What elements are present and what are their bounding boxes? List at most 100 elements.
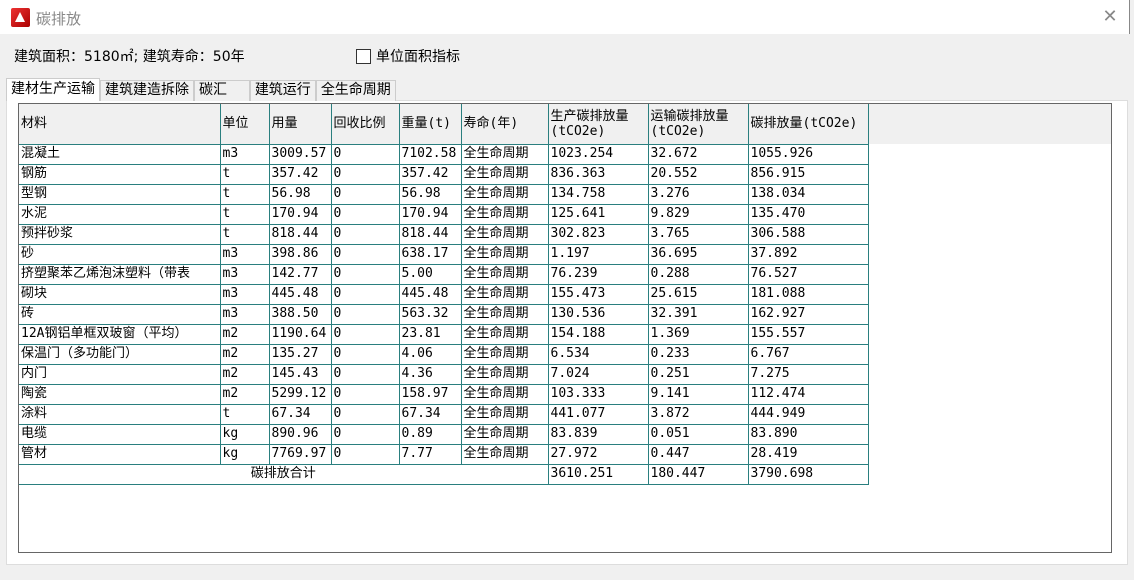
table-cell[interactable]: 保温门（多功能门） (19, 343, 221, 365)
table-cell[interactable]: m2 (219, 383, 270, 405)
table-cell[interactable]: 全生命周期 (460, 323, 549, 345)
table-cell[interactable]: 全生命周期 (460, 383, 549, 405)
table-cell[interactable]: 27.972 (547, 443, 649, 465)
table-cell[interactable]: 856.915 (747, 163, 869, 185)
table-cell[interactable]: 181.088 (747, 283, 869, 305)
table-row[interactable]: 12A钢铝单框双玻窗（平均） m2 1190.64 0 23.81 全生命周期 154.18… (19, 323, 869, 345)
table-cell[interactable]: 0 (330, 163, 400, 185)
table-cell[interactable]: 25.615 (647, 283, 749, 305)
table-cell[interactable]: 0 (330, 383, 400, 405)
table-cell[interactable]: m2 (219, 363, 270, 385)
table-cell[interactable]: m2 (219, 323, 270, 345)
table-cell[interactable]: 112.474 (747, 383, 869, 405)
table-cell[interactable]: 155.557 (747, 323, 869, 345)
checkbox-box[interactable] (356, 48, 371, 64)
table-cell[interactable]: 电缆 (19, 423, 221, 445)
table-cell[interactable]: 混凝土 (19, 143, 221, 165)
table-cell[interactable]: 0.233 (647, 343, 749, 365)
table-row[interactable]: 陶瓷 m2 5299.12 0 158.97 全生命周期 103.333 9.141 112.4… (19, 383, 869, 405)
table-cell[interactable]: 全生命周期 (460, 303, 549, 325)
table-cell[interactable]: 0 (330, 303, 400, 325)
table-cell[interactable]: m3 (219, 283, 270, 305)
table-cell[interactable]: 445.48 (268, 283, 332, 305)
table-cell[interactable]: 3.872 (647, 403, 749, 425)
table-cell[interactable]: 23.81 (398, 323, 462, 345)
table-cell[interactable]: 挤塑聚苯乙烯泡沫塑料（带表 (19, 263, 221, 285)
table-cell[interactable]: 444.949 (747, 403, 869, 425)
table-cell[interactable]: t (219, 163, 270, 185)
table-cell[interactable]: 0 (330, 243, 400, 265)
table-cell[interactable]: 全生命周期 (460, 343, 549, 365)
table-cell[interactable]: 135.470 (747, 203, 869, 225)
table-cell[interactable]: 管材 (19, 443, 221, 465)
table-cell[interactable]: 砌块 (19, 283, 221, 305)
table-row[interactable]: 混凝土 m3 3009.57 0 7102.58 全生命周期 1023.254 32.672 1… (19, 143, 869, 165)
table-cell[interactable]: 76.527 (747, 263, 869, 285)
table-cell[interactable]: 1023.254 (547, 143, 649, 165)
tab-1[interactable]: 建筑建造拆除 (100, 80, 194, 101)
table-cell[interactable]: 5.00 (398, 263, 462, 285)
table-cell[interactable]: 0 (330, 143, 400, 165)
table-cell[interactable]: 7102.58 (398, 143, 462, 165)
table-cell[interactable]: 全生命周期 (460, 443, 549, 465)
table-row[interactable]: 水泥 t 170.94 0 170.94 全生命周期 125.641 9.829 135.470 (19, 203, 869, 225)
table-cell[interactable]: 83.839 (547, 423, 649, 445)
table-cell[interactable]: 陶瓷 (19, 383, 221, 405)
table-cell[interactable]: 1055.926 (747, 143, 869, 165)
table-cell[interactable]: 0 (330, 223, 400, 245)
column-header[interactable]: 材料 (19, 104, 221, 145)
table-cell[interactable]: 890.96 (268, 423, 332, 445)
table-cell[interactable]: 全生命周期 (460, 143, 549, 165)
table-cell[interactable]: m3 (219, 243, 270, 265)
table-cell[interactable]: t (219, 403, 270, 425)
table-cell[interactable]: 32.391 (647, 303, 749, 325)
table-row[interactable]: 砖 m3 388.50 0 563.32 全生命周期 130.536 32.391 162.92… (19, 303, 869, 325)
table-cell[interactable]: 12A钢铝单框双玻窗（平均） (19, 323, 221, 345)
table-cell[interactable]: 20.552 (647, 163, 749, 185)
table-cell[interactable]: 145.43 (268, 363, 332, 385)
table-cell[interactable]: 1.197 (547, 243, 649, 265)
table-cell[interactable]: 135.27 (268, 343, 332, 365)
table-cell[interactable]: 6.534 (547, 343, 649, 365)
table-cell[interactable]: m3 (219, 263, 270, 285)
table-cell[interactable]: kg (219, 443, 270, 465)
table-cell[interactable]: 1.369 (647, 323, 749, 345)
table-cell[interactable]: 钢筋 (19, 163, 221, 185)
table-cell[interactable]: t (219, 223, 270, 245)
table-cell[interactable]: 357.42 (268, 163, 332, 185)
table-cell[interactable]: 162.927 (747, 303, 869, 325)
table-cell[interactable]: 全生命周期 (460, 263, 549, 285)
tab-0[interactable]: 建材生产运输 (6, 78, 100, 101)
table-cell[interactable]: 0 (330, 283, 400, 305)
table-cell[interactable]: 0 (330, 263, 400, 285)
table-cell[interactable]: 全生命周期 (460, 163, 549, 185)
table-cell[interactable]: 170.94 (398, 203, 462, 225)
table-cell[interactable]: 4.36 (398, 363, 462, 385)
table-cell[interactable]: 砂 (19, 243, 221, 265)
table-cell[interactable]: m3 (219, 143, 270, 165)
table-cell[interactable]: 内门 (19, 363, 221, 385)
table-cell[interactable]: 36.695 (647, 243, 749, 265)
tab-2[interactable]: 碳汇 (194, 80, 250, 101)
table-cell[interactable]: 563.32 (398, 303, 462, 325)
table-cell[interactable]: 445.48 (398, 283, 462, 305)
table-cell[interactable]: 398.86 (268, 243, 332, 265)
table-row[interactable]: 钢筋 t 357.42 0 357.42 全生命周期 836.363 20.552 856.91… (19, 163, 869, 185)
column-header[interactable]: 单位 (219, 104, 270, 145)
table-row[interactable]: 预拌砂浆 t 818.44 0 818.44 全生命周期 302.823 3.765 306.5… (19, 223, 869, 245)
table-cell[interactable]: 0 (330, 203, 400, 225)
table-cell[interactable]: 4.06 (398, 343, 462, 365)
table-cell[interactable]: t (219, 203, 270, 225)
table-cell[interactable]: 水泥 (19, 203, 221, 225)
table-cell[interactable]: 388.50 (268, 303, 332, 325)
table-cell[interactable]: 0.251 (647, 363, 749, 385)
table-cell[interactable]: 138.034 (747, 183, 869, 205)
table-cell[interactable]: 3.276 (647, 183, 749, 205)
table-cell[interactable]: 9.829 (647, 203, 749, 225)
column-header[interactable]: 回收比例 (330, 104, 400, 145)
table-cell[interactable]: 302.823 (547, 223, 649, 245)
table-cell[interactable]: 7.275 (747, 363, 869, 385)
table-row[interactable]: 保温门（多功能门） m2 135.27 0 4.06 全生命周期 6.534 0.233 6.7… (19, 343, 869, 365)
table-row[interactable]: 内门 m2 145.43 0 4.36 全生命周期 7.024 0.251 7.275 (19, 363, 869, 385)
table-cell[interactable]: 全生命周期 (460, 183, 549, 205)
